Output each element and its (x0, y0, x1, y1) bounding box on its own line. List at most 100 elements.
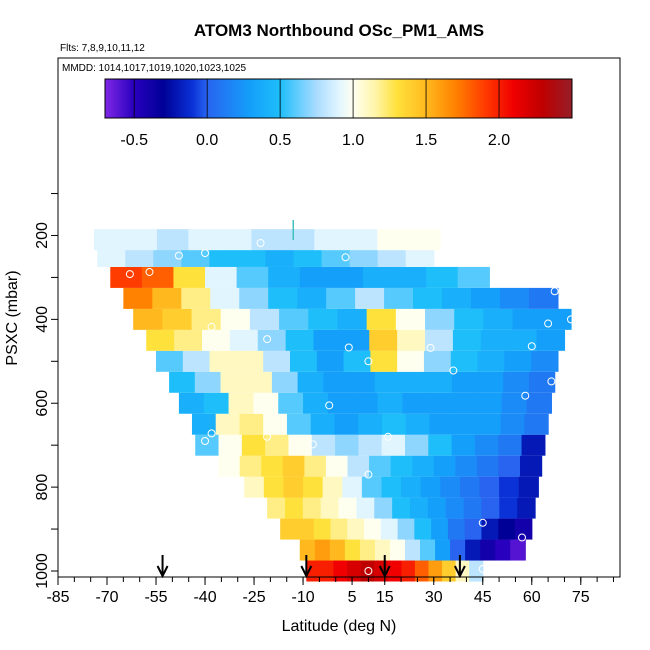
heatmap-cell (239, 287, 269, 309)
sample-marker (263, 432, 272, 441)
profile-arrow (454, 555, 466, 579)
heatmap-cell (414, 518, 432, 540)
sample-marker (566, 315, 575, 324)
heatmap-cell (271, 371, 299, 393)
heatmap-cell (244, 476, 265, 498)
x-axis-label: Latitude (deg N) (282, 618, 397, 635)
heatmap-cell (251, 229, 284, 251)
x-tick-label: -70 (95, 589, 118, 606)
heatmap-cell (528, 287, 559, 309)
heatmap-cell (477, 350, 505, 372)
heatmap-cell (425, 308, 455, 330)
heatmap-cell (384, 287, 414, 309)
heatmap-cell (464, 518, 483, 540)
heatmap-cell (347, 560, 362, 582)
heatmap-cell (405, 413, 430, 435)
heatmap-cell (454, 308, 485, 330)
heatmap-cell (471, 287, 501, 309)
heatmap-cell (377, 229, 410, 251)
heatmap-cell (495, 539, 511, 561)
heatmap-cell (381, 413, 407, 435)
colorbar-tick-label: -0.5 (120, 132, 148, 149)
heatmap-cell (297, 371, 324, 393)
sample-marker (256, 239, 265, 248)
heatmap-cell (360, 560, 375, 582)
heatmap-cell (380, 518, 399, 540)
heatmap-cell (335, 434, 359, 456)
heatmap-cell (304, 455, 327, 477)
heatmap-cell (366, 308, 397, 330)
heatmap-cell (325, 455, 349, 477)
heatmap-cell (428, 560, 443, 582)
heatmap-cell (181, 287, 211, 309)
heatmap-cell (314, 539, 331, 561)
heatmap-cell (397, 329, 426, 351)
heatmap-cell (374, 539, 391, 561)
heatmap-cell (302, 497, 322, 519)
heatmap-cell (414, 560, 430, 582)
y-axis: 200 400 600 800 1000 (34, 193, 58, 589)
heatmap-cell (469, 560, 484, 582)
y-axis-label: PSXC (mbar) (4, 270, 21, 365)
heatmap-cell (377, 392, 403, 414)
heatmap-cell (413, 287, 443, 309)
heatmap-cell (296, 518, 315, 540)
dates-label: MMDD: 1014,1017,1019,1020,1023,1025 (62, 63, 246, 74)
heatmap-cell (249, 308, 280, 330)
sample-marker (521, 391, 530, 400)
heatmap-cell (263, 350, 291, 372)
heatmap-cell (447, 518, 466, 540)
heatmap-cell (326, 287, 356, 309)
heatmap-cell (239, 413, 264, 435)
heatmap-cell (392, 497, 411, 519)
sample-marker (341, 253, 350, 262)
heatmap-cell (205, 266, 238, 288)
heatmap-cell (389, 539, 406, 561)
heatmap-cell (345, 229, 378, 251)
heatmap-cell (503, 371, 530, 393)
heatmap-cell (358, 434, 383, 456)
profile-arrow-head (156, 565, 169, 579)
sample-marker (201, 436, 210, 445)
heatmap-cell (188, 229, 221, 251)
heatmap-cell (355, 287, 385, 309)
heatmap-cell (191, 413, 217, 435)
heatmap-cell (303, 476, 324, 498)
x-tick-label: -10 (291, 589, 314, 606)
heatmap-cell (303, 392, 329, 414)
heatmap-cell (450, 350, 479, 372)
heatmap-cell (182, 350, 211, 372)
heatmap-cell (316, 350, 345, 372)
heatmap-cell (286, 413, 312, 435)
heatmap-cell (156, 350, 184, 372)
heatmap-cell (459, 476, 481, 498)
heatmap-cell (457, 266, 490, 288)
sample-marker (364, 470, 373, 479)
heatmap-cell (125, 245, 154, 267)
x-tick-label: -25 (242, 589, 265, 606)
x-tick-label: -55 (144, 589, 167, 606)
heatmap-cell (518, 476, 539, 498)
heatmap-cell (236, 266, 269, 288)
plot-frame (57, 57, 621, 578)
colorbar-tick-label: 1.0 (342, 132, 364, 149)
heatmap-cell (220, 308, 251, 330)
y-tick-label: 1000 (34, 553, 51, 589)
heatmap-cell (280, 518, 298, 540)
heatmap-cell (499, 497, 518, 519)
heatmap-cell (451, 371, 479, 393)
heatmap-cell (209, 245, 239, 267)
x-tick-label: -40 (193, 589, 216, 606)
heatmap-cell (329, 539, 346, 561)
heatmap-cell (215, 413, 241, 435)
heatmap-cell (425, 329, 454, 351)
heatmap-cell (517, 497, 536, 519)
heatmap-cell (334, 413, 359, 435)
heatmap-cell (442, 287, 472, 309)
heatmap-cell (347, 518, 365, 540)
heatmap-cell (412, 455, 435, 477)
heatmap-cell (455, 455, 478, 477)
x-tick-label: 60 (523, 589, 541, 606)
